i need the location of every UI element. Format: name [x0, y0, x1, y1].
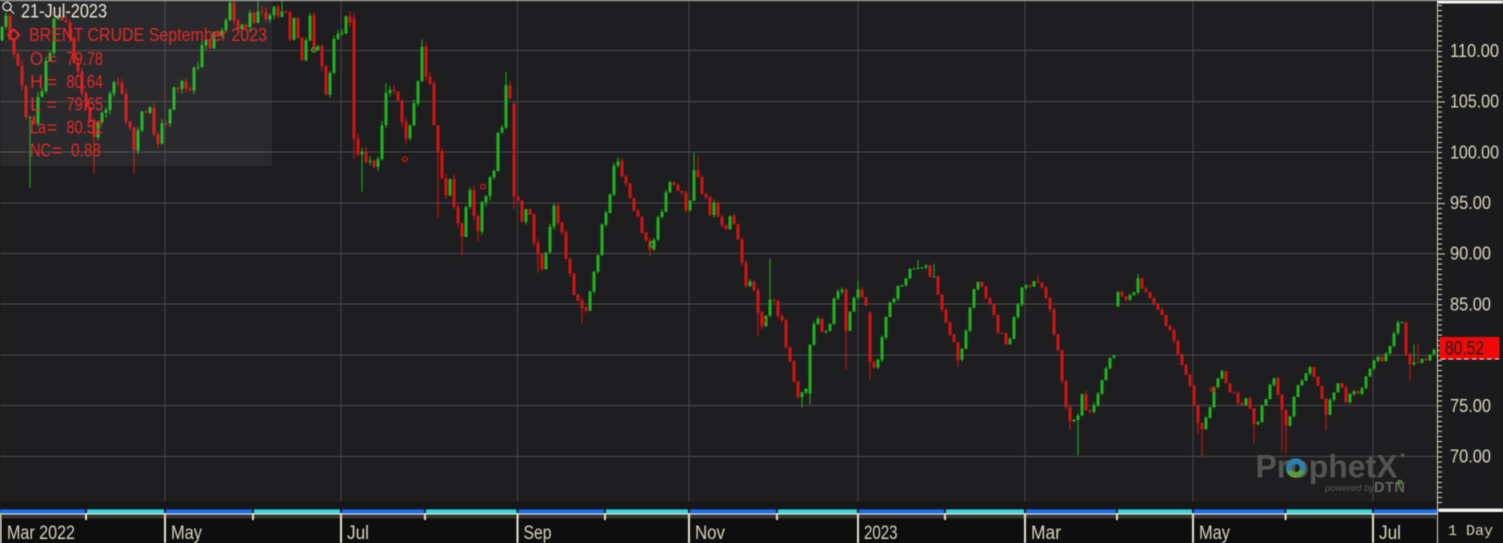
svg-text:Jul: Jul	[1379, 523, 1401, 543]
svg-text:79.78: 79.78	[67, 49, 104, 69]
svg-text:85.00: 85.00	[1450, 294, 1491, 314]
svg-text:May: May	[171, 523, 202, 543]
svg-text:21-Jul-2023: 21-Jul-2023	[21, 2, 107, 23]
svg-text:powered by: powered by	[1324, 483, 1375, 494]
svg-text:=: =	[47, 117, 58, 137]
svg-text:=: =	[47, 95, 58, 115]
svg-text:80.52: 80.52	[67, 117, 104, 137]
svg-text:2023: 2023	[864, 523, 898, 543]
svg-text:=: =	[47, 72, 58, 92]
svg-text:H: H	[30, 72, 43, 92]
svg-text:La: La	[30, 117, 47, 137]
svg-text:1 Day: 1 Day	[1448, 523, 1493, 540]
svg-text:May: May	[1199, 523, 1230, 543]
svg-text:BRENT CRUDE September 2023: BRENT CRUDE September 2023	[29, 25, 267, 45]
svg-text:ProphetX: ProphetX	[1256, 449, 1399, 485]
svg-text:Sep: Sep	[524, 523, 552, 543]
svg-text:0.88: 0.88	[71, 140, 101, 160]
svg-text:Mar: Mar	[1031, 523, 1062, 543]
svg-text:100.00: 100.00	[1450, 142, 1499, 162]
svg-text:80.64: 80.64	[67, 72, 104, 92]
svg-text:O: O	[30, 49, 43, 69]
svg-text:90.00: 90.00	[1450, 244, 1491, 264]
svg-text:105.00: 105.00	[1450, 92, 1499, 112]
svg-text:=: =	[52, 140, 63, 160]
svg-text:NC: NC	[30, 140, 51, 160]
svg-text:79.65: 79.65	[67, 95, 104, 115]
svg-text:Mar 2022: Mar 2022	[7, 523, 75, 543]
svg-text:80.52: 80.52	[1445, 339, 1484, 360]
svg-text:Nov: Nov	[695, 523, 725, 543]
svg-text:95.00: 95.00	[1450, 193, 1491, 213]
svg-text:75.00: 75.00	[1450, 396, 1491, 416]
svg-text:=: =	[47, 49, 58, 69]
svg-text:Jul: Jul	[347, 523, 369, 543]
svg-text:110.00: 110.00	[1450, 41, 1499, 61]
svg-text:DTN: DTN	[1374, 480, 1405, 496]
svg-text:L: L	[30, 95, 41, 115]
svg-text:70.00: 70.00	[1450, 447, 1491, 467]
